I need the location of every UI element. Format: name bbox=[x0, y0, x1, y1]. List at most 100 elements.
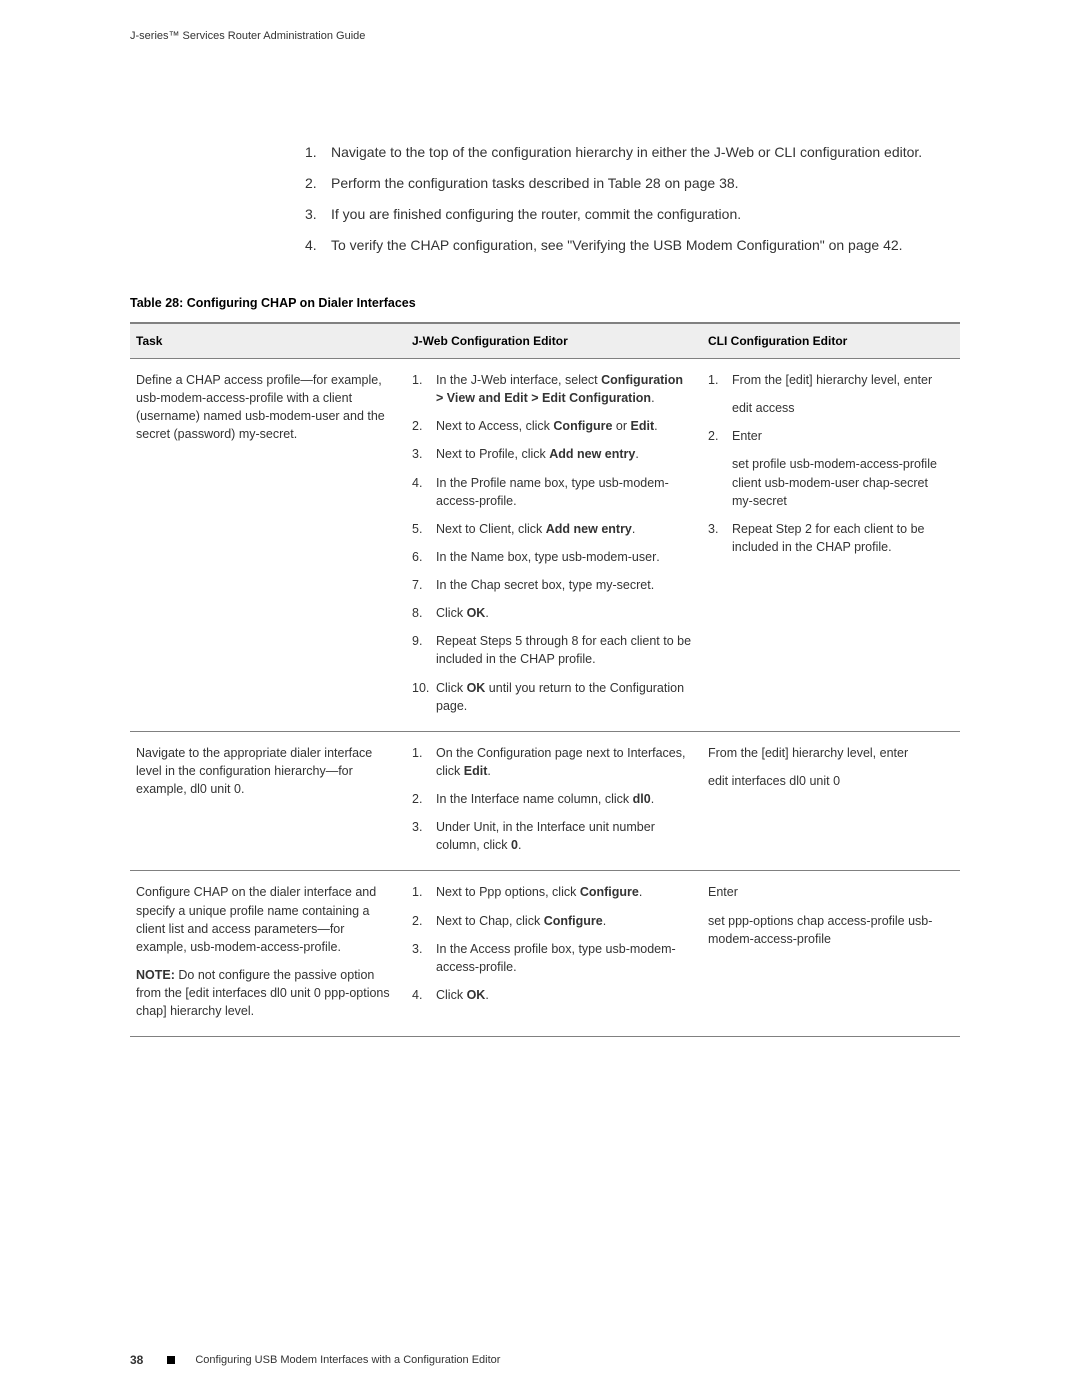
text: . bbox=[632, 522, 635, 536]
jweb-cell: 1.In the J-Web interface, select Configu… bbox=[406, 359, 702, 732]
text: Next to Ppp options, click bbox=[436, 885, 580, 899]
text: . bbox=[651, 578, 654, 592]
text: Navigate to the appropriate dialer inter… bbox=[136, 746, 372, 796]
task-cell: Configure CHAP on the dialer interface a… bbox=[130, 871, 406, 1037]
text: Next to Profile, click bbox=[436, 447, 549, 461]
bold-text: Edit bbox=[464, 764, 488, 778]
text: In the Profile name box, type bbox=[436, 476, 599, 490]
text: Under Unit, in the Interface unit number… bbox=[436, 820, 655, 852]
text: Enter bbox=[732, 429, 762, 443]
step-num: 7. bbox=[412, 576, 436, 594]
step-num: 4. bbox=[412, 474, 436, 510]
text: Click bbox=[436, 988, 467, 1002]
step-text: In the Interface name column, click dl0. bbox=[436, 790, 692, 808]
intro-step-num: 4. bbox=[305, 235, 331, 256]
step-num: 3. bbox=[412, 818, 436, 854]
jweb-cell: 1.Next to Ppp options, click Configure. … bbox=[406, 871, 702, 1037]
step-text: Click OK. bbox=[436, 986, 692, 1004]
text: or bbox=[612, 419, 630, 433]
step-num: 1. bbox=[708, 371, 732, 417]
code-text: [edit] bbox=[762, 746, 789, 760]
text: From the [edit] hierarchy level, enter bbox=[708, 744, 950, 762]
table-caption: Table 28: Configuring CHAP on Dialer Int… bbox=[130, 296, 960, 310]
intro-step: 4. To verify the CHAP configuration, see… bbox=[305, 235, 960, 256]
step-text: From the [edit] hierarchy level, entered… bbox=[732, 371, 950, 417]
step-num: 10. bbox=[412, 679, 436, 715]
code-text: dl0 unit 0 bbox=[190, 782, 241, 796]
step-num: 1. bbox=[412, 883, 436, 901]
text: Do not configure the bbox=[175, 968, 295, 982]
step-text: In the Access profile box, type usb-mode… bbox=[436, 940, 692, 976]
step-num: 2. bbox=[708, 427, 732, 510]
text: . bbox=[241, 782, 244, 796]
step-text: In the Name box, type usb-modem-user. bbox=[436, 548, 692, 566]
step-text: Next to Client, click Add new entry. bbox=[436, 520, 692, 538]
footer-square-icon bbox=[167, 1356, 175, 1364]
intro-step-text: Perform the configuration tasks describe… bbox=[331, 173, 960, 194]
step-num: 1. bbox=[412, 744, 436, 780]
intro-steps: 1. Navigate to the top of the configurat… bbox=[305, 142, 960, 256]
intro-step-num: 2. bbox=[305, 173, 331, 194]
text: . bbox=[485, 988, 488, 1002]
step-text: Next to Chap, click Configure. bbox=[436, 912, 692, 930]
running-header: J-series™ Services Router Administration… bbox=[130, 30, 960, 42]
text: . bbox=[603, 914, 606, 928]
text: From the bbox=[732, 373, 786, 387]
text: In the Name box, type bbox=[436, 550, 562, 564]
code-text: edit access bbox=[732, 399, 950, 417]
code-text: passive bbox=[294, 968, 336, 982]
step-num: 8. bbox=[412, 604, 436, 622]
step-text: Repeat Step 2 for each client to be incl… bbox=[732, 520, 950, 556]
table-row: Navigate to the appropriate dialer inter… bbox=[130, 731, 960, 871]
code-text: set profile usb-modem-access-profile cli… bbox=[732, 455, 950, 509]
text: . bbox=[654, 419, 657, 433]
intro-step-text: To verify the CHAP configuration, see "V… bbox=[331, 235, 960, 256]
code-text: my-secret bbox=[596, 578, 651, 592]
step-num: 6. bbox=[412, 548, 436, 566]
text: . bbox=[635, 447, 638, 461]
step-text: In the J-Web interface, select Configura… bbox=[436, 371, 692, 407]
text: . bbox=[487, 764, 490, 778]
text: . bbox=[294, 427, 297, 441]
cli-cell: Enter set ppp-options chap access-profil… bbox=[702, 871, 960, 1037]
text: . bbox=[485, 606, 488, 620]
table-row: Define a CHAP access profile—for example… bbox=[130, 359, 960, 732]
text: . bbox=[656, 550, 659, 564]
intro-step-text: If you are finished configuring the rout… bbox=[331, 204, 960, 225]
text: hierarchy level. bbox=[167, 1004, 255, 1018]
footer-text: Configuring USB Modem Interfaces with a … bbox=[195, 1354, 500, 1366]
bold-text: OK bbox=[467, 988, 486, 1002]
text: Define a CHAP access profile—for example… bbox=[136, 373, 382, 387]
text: Next to Access, click bbox=[436, 419, 553, 433]
cli-cell: 1.From the [edit] hierarchy level, enter… bbox=[702, 359, 960, 732]
step-text: Enter set profile usb-modem-access-profil… bbox=[732, 427, 950, 510]
step-text: Click OK until you return to the Configu… bbox=[436, 679, 692, 715]
intro-step-num: 1. bbox=[305, 142, 331, 163]
step-num: 4. bbox=[412, 986, 436, 1004]
code-text: usb-modem-user bbox=[245, 409, 339, 423]
code-text: usb-modem-user bbox=[562, 550, 656, 564]
cli-cell: From the [edit] hierarchy level, enter e… bbox=[702, 731, 960, 871]
intro-step: 3. If you are finished configuring the r… bbox=[305, 204, 960, 225]
text: . bbox=[337, 940, 340, 954]
bold-text: 0 bbox=[511, 838, 518, 852]
step-text: In the Profile name box, type usb-modem-… bbox=[436, 474, 692, 510]
code-text: my-secret bbox=[239, 427, 294, 441]
code-text: set ppp-options chap access-profile usb-… bbox=[708, 912, 950, 948]
text: Next to Chap, click bbox=[436, 914, 544, 928]
step-text: Next to Ppp options, click Configure. bbox=[436, 883, 692, 901]
bold-text: OK bbox=[467, 681, 486, 695]
code-text: edit interfaces dl0 unit 0 bbox=[708, 772, 950, 790]
text: In the J-Web interface, select bbox=[436, 373, 601, 387]
step-num: 5. bbox=[412, 520, 436, 538]
bold-text: Add new entry bbox=[549, 447, 635, 461]
bold-text: OK bbox=[467, 606, 486, 620]
text: hierarchy level, enter bbox=[813, 373, 933, 387]
step-text: Next to Profile, click Add new entry. bbox=[436, 445, 692, 463]
bold-text: Edit bbox=[631, 419, 655, 433]
code-text: usb-modem-access-profile bbox=[190, 940, 337, 954]
step-text: Click OK. bbox=[436, 604, 692, 622]
text: . bbox=[518, 838, 521, 852]
text: Click bbox=[436, 681, 467, 695]
step-num: 2. bbox=[412, 912, 436, 930]
